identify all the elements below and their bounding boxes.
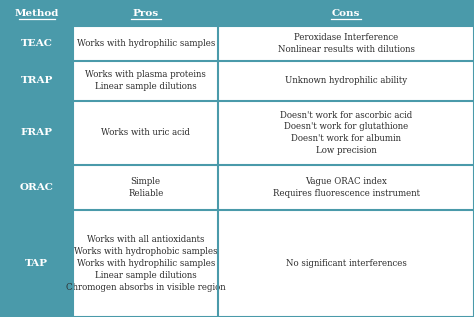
Bar <box>73 101 218 165</box>
Bar <box>218 0 474 26</box>
Bar <box>218 26 474 61</box>
Bar <box>218 165 474 210</box>
Text: TRAP: TRAP <box>20 76 53 85</box>
Bar <box>218 101 474 165</box>
Text: Works with plasma proteins
Linear sample dilutions: Works with plasma proteins Linear sample… <box>85 70 206 91</box>
Bar <box>0 165 73 210</box>
Bar <box>0 61 73 101</box>
Bar <box>73 165 218 210</box>
Text: Doesn't work for ascorbic acid
Doesn't work for glutathione
Doesn't work for alb: Doesn't work for ascorbic acid Doesn't w… <box>280 111 412 155</box>
Text: Works with uric acid: Works with uric acid <box>101 128 190 137</box>
Text: Cons: Cons <box>332 9 360 18</box>
Text: Vague ORAC index
Requires fluorescence instrument: Vague ORAC index Requires fluorescence i… <box>273 177 419 197</box>
Bar <box>73 61 218 101</box>
Bar <box>0 210 73 317</box>
Text: Simple
Reliable: Simple Reliable <box>128 177 164 197</box>
Bar <box>73 210 218 317</box>
Bar <box>218 210 474 317</box>
Text: ORAC: ORAC <box>20 183 54 192</box>
Bar <box>0 0 73 26</box>
Bar <box>218 61 474 101</box>
Text: Works with hydrophilic samples: Works with hydrophilic samples <box>77 39 215 48</box>
Bar <box>0 26 73 61</box>
Bar <box>0 101 73 165</box>
Text: Pros: Pros <box>133 9 159 18</box>
Text: FRAP: FRAP <box>21 128 53 137</box>
Text: Method: Method <box>15 9 59 18</box>
Text: Peroxidase Interference
Nonlinear results with dilutions: Peroxidase Interference Nonlinear result… <box>277 33 415 54</box>
Bar <box>73 0 218 26</box>
Text: Unknown hydrophilic ability: Unknown hydrophilic ability <box>285 76 407 85</box>
Bar <box>73 26 218 61</box>
Text: No significant interferences: No significant interferences <box>285 259 407 268</box>
Text: TEAC: TEAC <box>21 39 53 48</box>
Text: TAP: TAP <box>25 259 48 268</box>
Text: Works with all antioxidants
Works with hydrophobic samples
Works with hydrophili: Works with all antioxidants Works with h… <box>66 235 226 292</box>
